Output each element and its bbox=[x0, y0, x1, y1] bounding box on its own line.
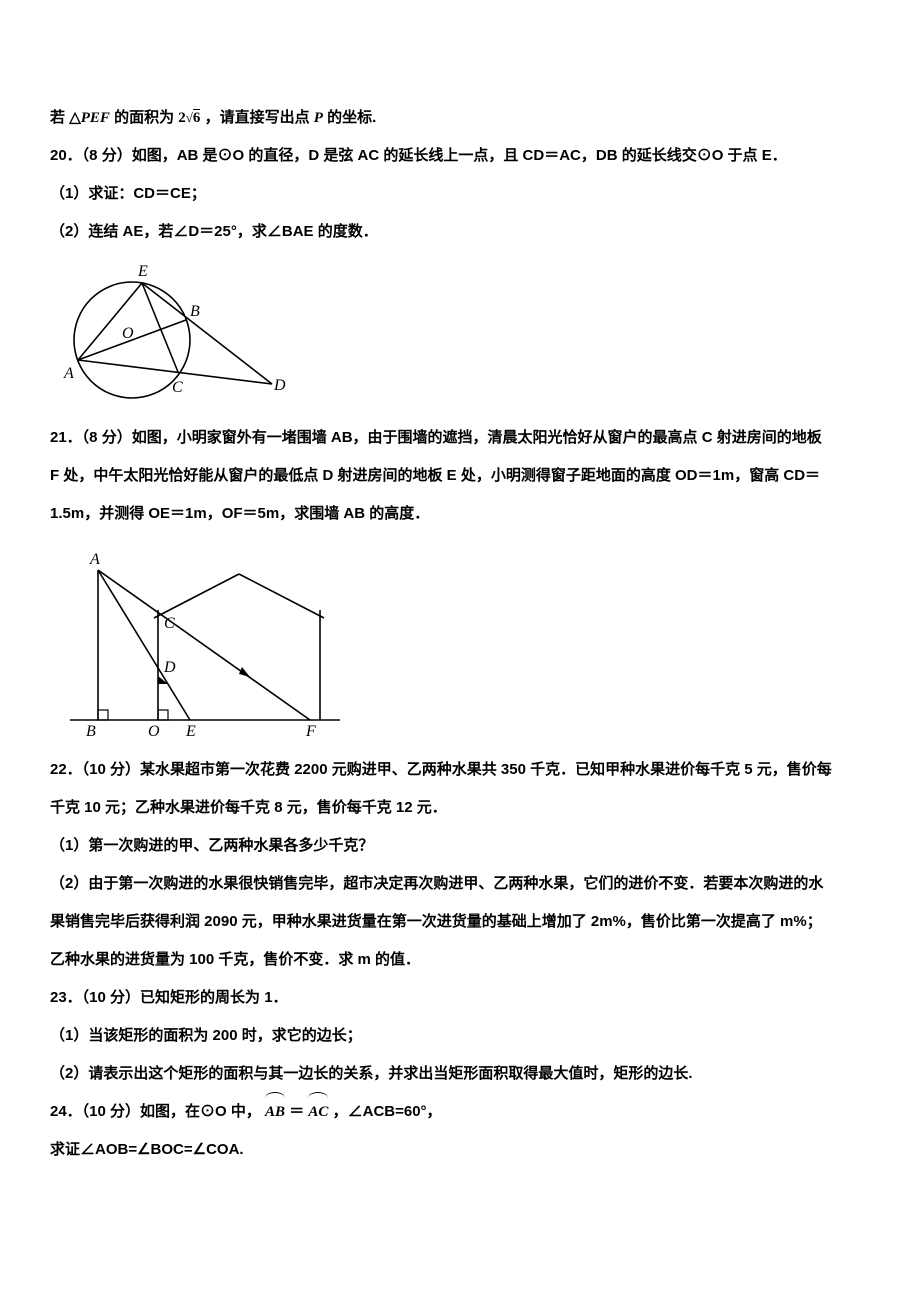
p19-text-a: 若 bbox=[50, 109, 65, 126]
p24-eq: ＝ bbox=[289, 1103, 304, 1120]
p21-figure: A B C D O E F bbox=[50, 540, 870, 740]
p19-triangle: △PEF bbox=[69, 110, 110, 126]
p21-label-E: E bbox=[185, 723, 196, 740]
p21-label-C: C bbox=[164, 615, 175, 632]
p23-s1: （1）当该矩形的面积为 200 时，求它的边长； bbox=[50, 1018, 870, 1054]
p19-text-b: 的面积为 bbox=[114, 109, 174, 126]
p19-point: P bbox=[314, 110, 323, 126]
p20-head: 20．（8 分）如图，AB 是⊙O 的直径，D 是弦 AC 的延长线上一点，且 … bbox=[50, 138, 870, 174]
p21-label-B: B bbox=[86, 723, 96, 740]
p22-s1: （1）第一次购进的甲、乙两种水果各多少千克？ bbox=[50, 828, 870, 864]
p24-head-b: ，∠ACB=60°， bbox=[333, 1103, 442, 1120]
p24-head-a: 24．（10 分）如图，在⊙O 中， bbox=[50, 1103, 261, 1120]
p21-label-A: A bbox=[89, 551, 100, 568]
p20-label-O: O bbox=[122, 325, 134, 342]
p21-label-F: F bbox=[305, 723, 316, 740]
p23-head: 23．（10 分）已知矩形的周长为 1． bbox=[50, 980, 870, 1016]
p21-l1: 21．（8 分）如图，小明家窗外有一堵围墙 AB，由于围墙的遮挡，清晨太阳光恰好… bbox=[50, 420, 870, 456]
p20-sub2: （2）连结 AE，若∠D＝25°，求∠BAE 的度数． bbox=[50, 214, 870, 250]
p22-s2a: （2）由于第一次购进的水果很快销售完毕，超市决定再次购进甲、乙两种水果，它们的进… bbox=[50, 866, 870, 902]
p23-s2: （2）请表示出这个矩形的面积与其一边长的关系，并求出当矩形面积取得最大值时，矩形… bbox=[50, 1056, 870, 1092]
p20-label-B: B bbox=[190, 303, 200, 320]
p24-head: 24．（10 分）如图，在⊙O 中， AB ＝ AC ，∠ACB=60°， bbox=[50, 1094, 870, 1130]
p20-label-D: D bbox=[273, 377, 286, 394]
p22-l1: 22．（10 分）某水果超市第一次花费 2200 元购进甲、乙两种水果共 350… bbox=[50, 752, 870, 788]
p22-s2b: 果销售完毕后获得利润 2090 元，甲种水果进货量在第一次进货量的基础上增加了 … bbox=[50, 904, 870, 940]
p19-text-d: 的坐标. bbox=[327, 109, 376, 126]
p21-label-D: D bbox=[163, 659, 176, 676]
p21-label-O: O bbox=[148, 723, 160, 740]
p20-figure: O A B C D E bbox=[50, 258, 870, 408]
p21-l2: F 处，中午太阳光恰好能从窗户的最低点 D 射进房间的地板 E 处，小明测得窗子… bbox=[50, 458, 870, 494]
p24-s1: 求证∠AOB=∠BOC=∠COA. bbox=[50, 1132, 870, 1168]
p24-arc1: AB bbox=[265, 1094, 285, 1130]
p20-label-A: A bbox=[63, 365, 74, 382]
p19-text-c: ，请直接写出点 bbox=[205, 109, 310, 126]
p20-sub1: （1）求证：CD＝CE； bbox=[50, 176, 870, 212]
p24-arc2: AC bbox=[308, 1094, 328, 1130]
p22-s2c: 乙种水果的进货量为 100 千克，售价不变．求 m 的值． bbox=[50, 942, 870, 978]
p21-l3: 1.5m，并测得 OE＝1m，OF＝5m，求围墙 AB 的高度． bbox=[50, 496, 870, 532]
p22-l2: 千克 10 元；乙种水果进价每千克 8 元，售价每千克 12 元． bbox=[50, 790, 870, 826]
p20-label-E: E bbox=[137, 263, 148, 280]
p19-tail: 若 △PEF 的面积为 2√6 ，请直接写出点 P 的坐标. bbox=[50, 100, 870, 136]
p19-value: 2√6 bbox=[178, 110, 200, 126]
p20-label-C: C bbox=[172, 379, 183, 396]
